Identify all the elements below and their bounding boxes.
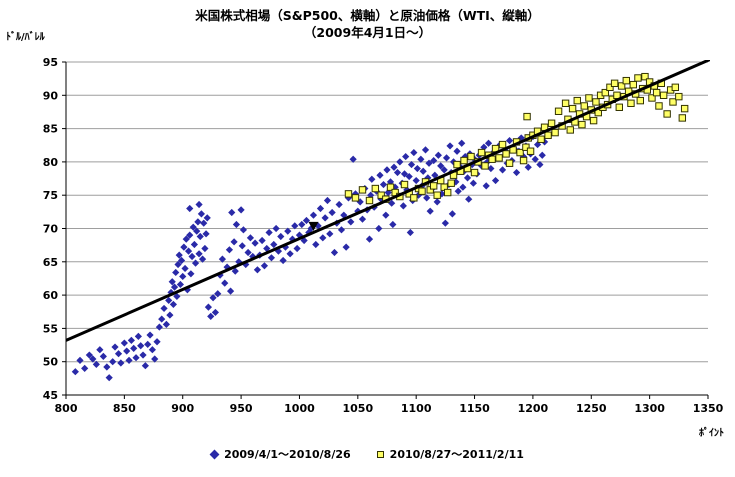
- blue-diamond-marker-icon: [209, 449, 220, 459]
- x-tick-label: 1100: [401, 402, 432, 415]
- y-tick-label: 55: [43, 322, 58, 335]
- legend-item-series1: 2009/4/1～2010/8/26: [209, 446, 351, 462]
- x-tick-label: 1050: [343, 402, 374, 415]
- y-tick-label: 60: [43, 289, 59, 302]
- x-tick-label: 900: [171, 402, 194, 415]
- y-tick-label: 70: [43, 223, 59, 236]
- y-tick-label: 80: [43, 156, 59, 169]
- chart-title: 米国株式相場（S&P500、横軸）と原油価格（WTI、縦軸） （2009年4月1…: [0, 8, 735, 42]
- chart-title-line2: （2009年4月1日～）: [303, 24, 432, 40]
- x-tick-label: 1350: [693, 402, 724, 415]
- y-tick-label: 85: [43, 123, 58, 136]
- legend-item-series2: 2010/8/27～2011/2/11: [376, 446, 524, 462]
- x-tick-label: 1150: [459, 402, 490, 415]
- x-tick-label: 1250: [576, 402, 607, 415]
- trend-line: [66, 60, 710, 342]
- x-axis-unit-label: ﾎﾟｲﾝﾄ: [699, 428, 724, 439]
- x-tick-label: 1000: [284, 402, 315, 415]
- y-tick-label: 65: [43, 256, 58, 269]
- annotation-triangle-icon: [308, 221, 319, 231]
- chart-title-line1: 米国株式相場（S&P500、横軸）と原油価格（WTI、縦軸）: [195, 8, 540, 23]
- y-tick-label: 90: [43, 89, 59, 102]
- y-tick-label: 50: [43, 356, 59, 369]
- y-axis-unit-label: ﾄﾞﾙ/ﾊﾞﾚﾙ: [6, 32, 45, 43]
- y-tick-label: 75: [43, 189, 58, 202]
- yellow-square-marker-icon: [376, 450, 384, 458]
- x-tick-label: 1200: [518, 402, 549, 415]
- x-tick-label: 800: [55, 402, 78, 415]
- legend-label-series1: 2009/4/1～2010/8/26: [224, 448, 351, 461]
- y-tick-label: 95: [43, 56, 58, 69]
- x-tick-label: 850: [113, 402, 136, 415]
- axes: 800 850 900 950 1000 1050 1100 1150 1200 1250 1300…: [43, 56, 724, 415]
- scatter-plot: 800 850 900 950 1000 1050 1100 1150 1200 1250 1300…: [43, 56, 724, 415]
- y-tick-label: 45: [43, 389, 58, 402]
- x-tick-label: 1300: [634, 402, 665, 415]
- x-tick-label: 950: [230, 402, 253, 415]
- legend: 2009/4/1～2010/8/26 2010/8/27～2011/2/11: [0, 446, 735, 462]
- legend-label-series2: 2010/8/27～2011/2/11: [389, 448, 524, 461]
